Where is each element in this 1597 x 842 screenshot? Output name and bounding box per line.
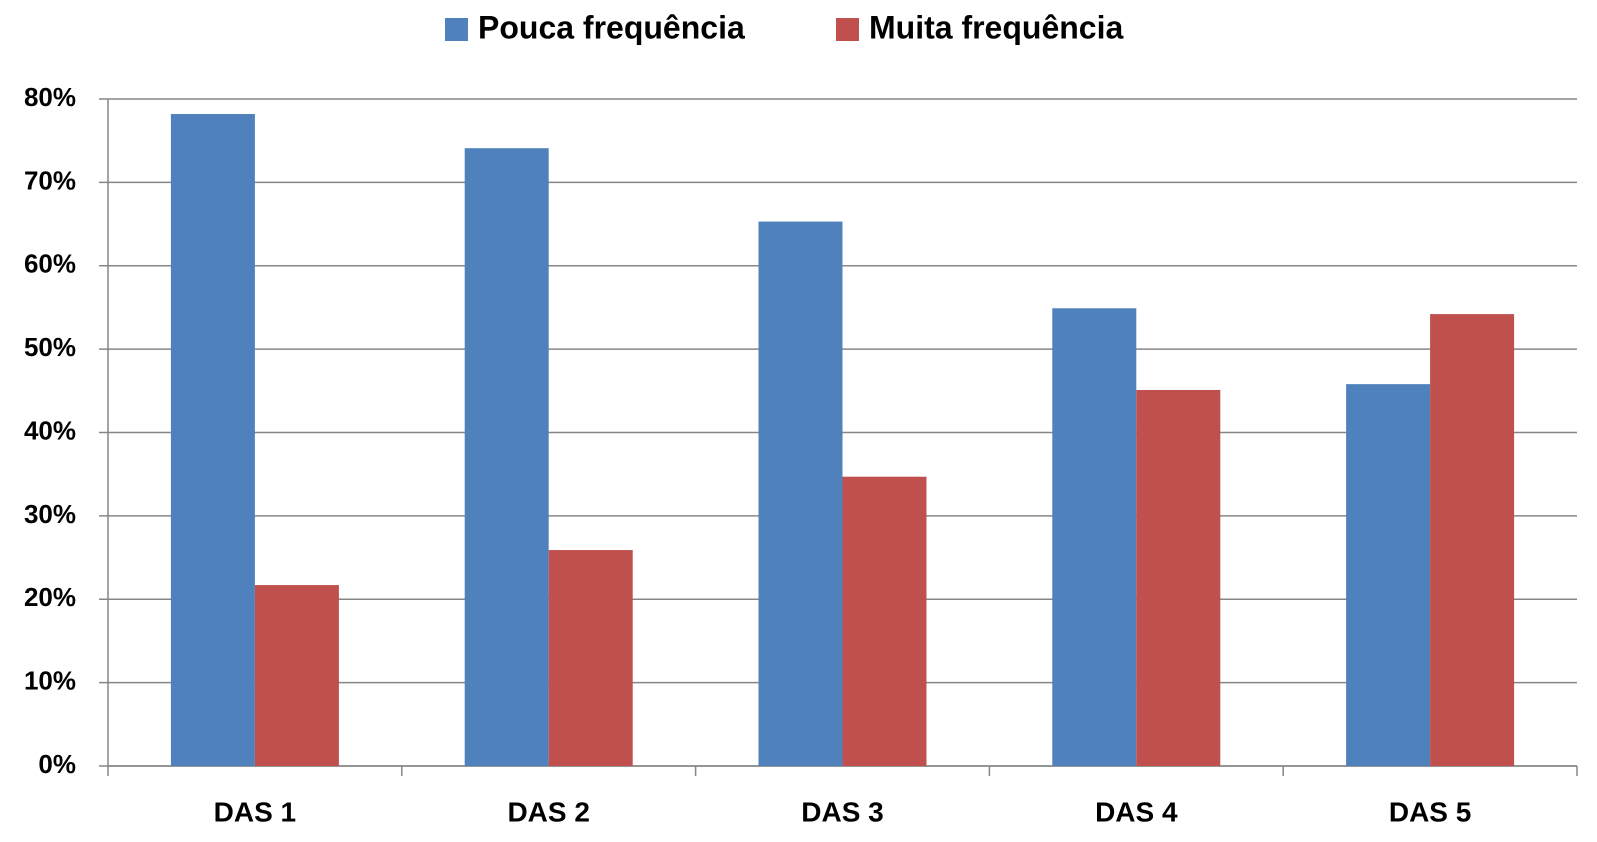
bar xyxy=(464,148,549,766)
y-tick-label: 80% xyxy=(24,82,76,112)
y-tick-label: 20% xyxy=(24,582,76,612)
y-tick-label: 10% xyxy=(24,666,76,696)
bar xyxy=(1346,384,1431,766)
x-tick-label: DAS 5 xyxy=(1389,796,1471,827)
legend-label: Pouca frequência xyxy=(478,9,745,45)
y-tick-label: 30% xyxy=(24,499,76,529)
y-tick-label: 40% xyxy=(24,415,76,445)
x-tick-label: DAS 4 xyxy=(1095,796,1178,827)
legend-swatch xyxy=(445,18,468,41)
y-tick-label: 0% xyxy=(38,749,76,779)
bar xyxy=(1136,389,1221,766)
x-tick-label: DAS 2 xyxy=(507,796,589,827)
legend-swatch xyxy=(836,18,859,41)
y-tick-label: 60% xyxy=(24,249,76,279)
bar xyxy=(170,114,255,766)
x-tick-label: DAS 1 xyxy=(214,796,296,827)
bar xyxy=(1052,308,1137,766)
y-tick-label: 50% xyxy=(24,332,76,362)
bar xyxy=(254,585,339,766)
bar xyxy=(1430,314,1515,766)
y-tick-label: 70% xyxy=(24,165,76,195)
bar xyxy=(548,550,633,766)
x-tick-label: DAS 3 xyxy=(801,796,883,827)
legend-label: Muita frequência xyxy=(869,9,1123,45)
bar xyxy=(842,476,927,766)
bar xyxy=(758,221,843,766)
